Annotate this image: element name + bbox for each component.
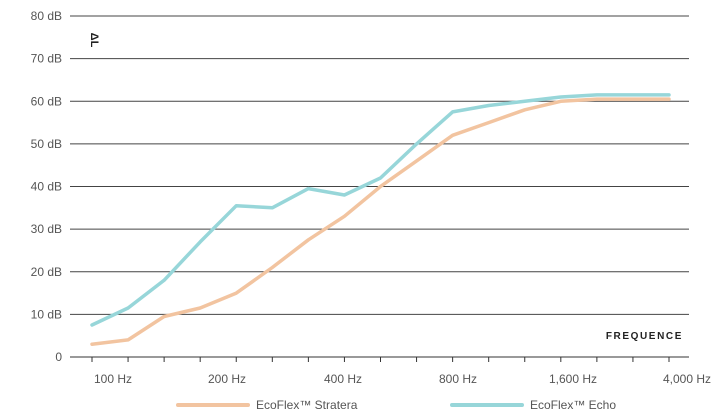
- y-tick-label: 20 dB: [31, 265, 62, 279]
- y-tick-label: 60 dB: [31, 94, 62, 108]
- y-axis-title: ΔL: [88, 33, 100, 48]
- x-tick-label: 400 Hz: [324, 372, 362, 386]
- y-tick-label: 80 dB: [31, 9, 62, 23]
- x-tick-labels: 100 Hz 200 Hz 400 Hz 800 Hz 1,600 Hz 4,000 Hz: [94, 372, 711, 386]
- y-tick-label: 50 dB: [31, 137, 62, 151]
- y-tick-label: 70 dB: [31, 52, 62, 66]
- x-tick-label: 200 Hz: [208, 372, 246, 386]
- x-tick-label: 1,600 Hz: [549, 372, 597, 386]
- series-line-1: [90, 97, 671, 346]
- series-line-2: [90, 93, 671, 327]
- legend-label: EcoFlex™ Echo: [530, 398, 616, 412]
- y-tick-label: 0: [55, 350, 62, 364]
- legend: EcoFlex™ Stratera EcoFlex™ Echo: [176, 398, 616, 412]
- x-axis-title: FREQUENCE: [606, 331, 683, 342]
- y-tick-labels: 0 10 dB 20 dB 30 dB 40 dB 50 dB 60 dB 70 dB 80 d…: [31, 9, 63, 364]
- x-tick-label: 100 Hz: [94, 372, 132, 386]
- y-tick-label: 40 dB: [31, 180, 62, 194]
- x-tick-label: 800 Hz: [439, 372, 477, 386]
- x-tick-label: 4,000 Hz: [663, 372, 711, 386]
- legend-label: EcoFlex™ Stratera: [256, 398, 358, 412]
- y-axis-title-backdrop: [84, 30, 104, 50]
- y-tick-label: 30 dB: [31, 222, 62, 236]
- y-tick-label: 10 dB: [31, 307, 62, 321]
- series-lines: [90, 93, 671, 346]
